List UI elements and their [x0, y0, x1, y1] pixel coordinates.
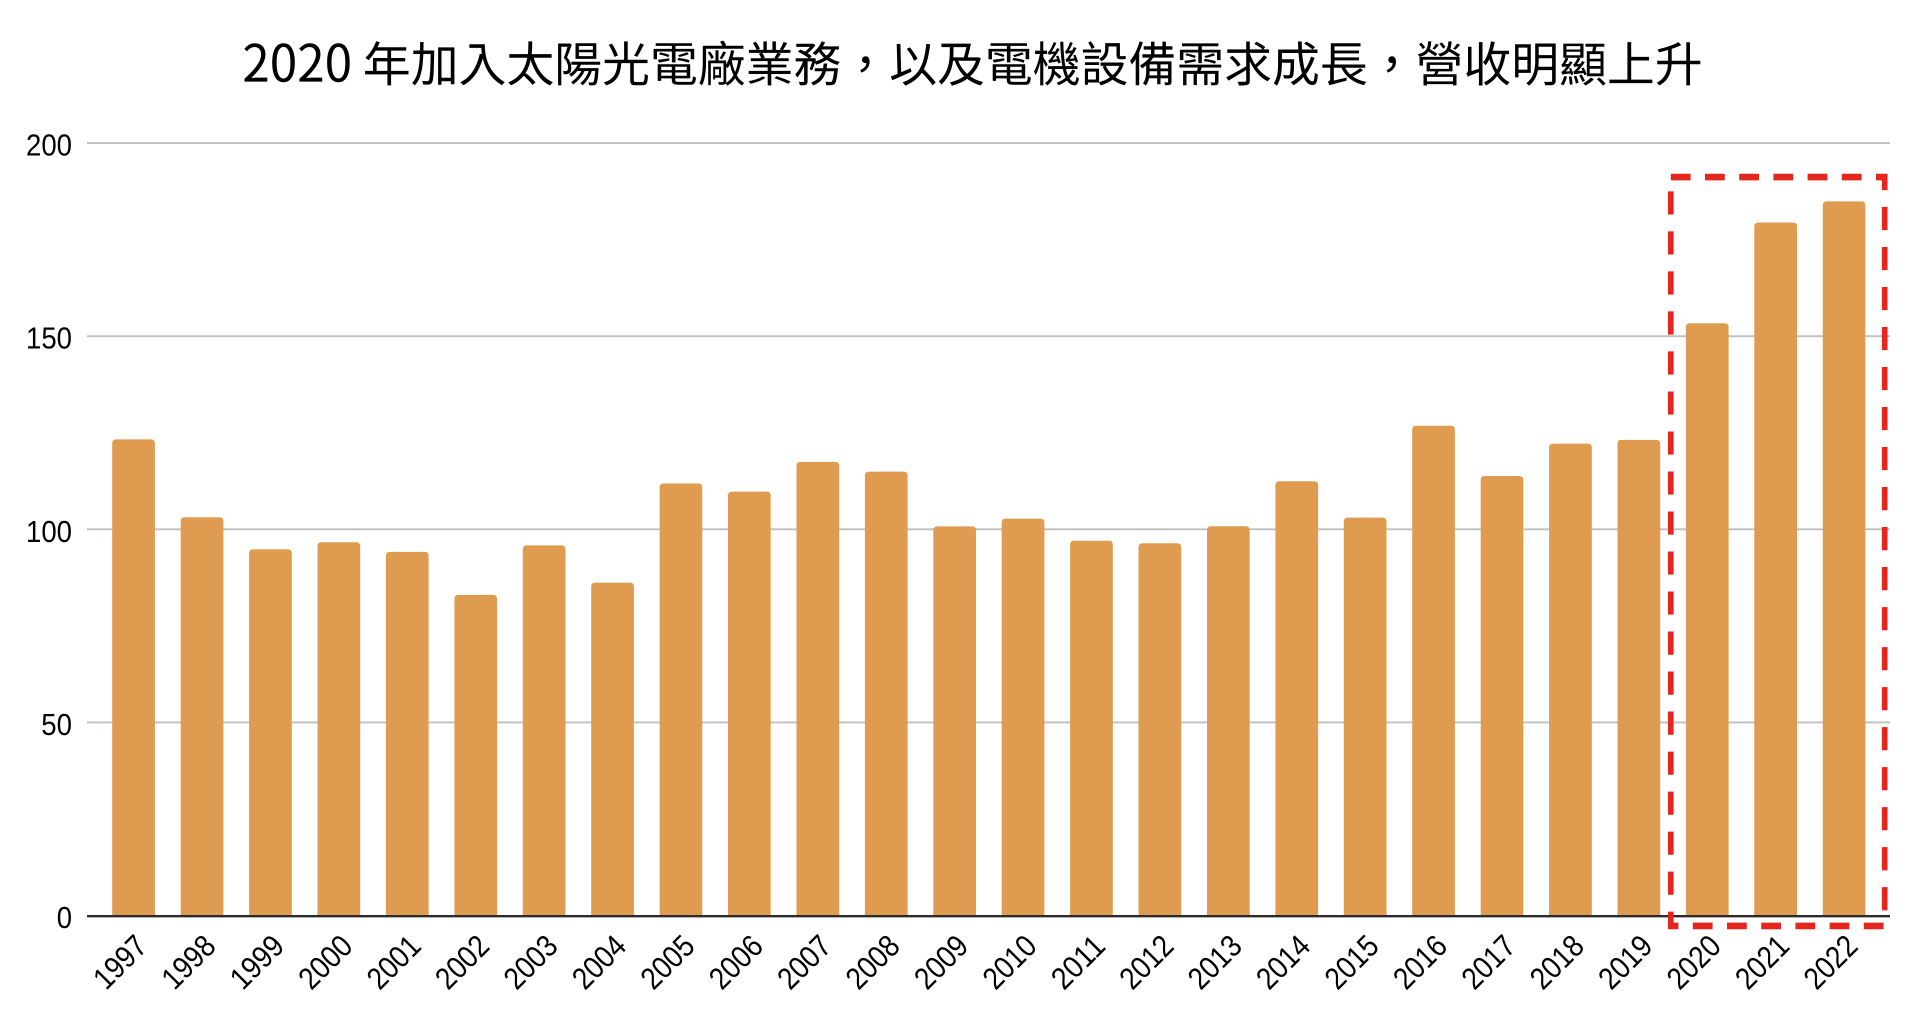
svg-text:50: 50	[41, 707, 72, 742]
svg-text:0: 0	[57, 900, 72, 935]
svg-text:150: 150	[26, 321, 72, 356]
svg-text:100: 100	[26, 514, 72, 549]
svg-text:200: 200	[26, 128, 72, 163]
